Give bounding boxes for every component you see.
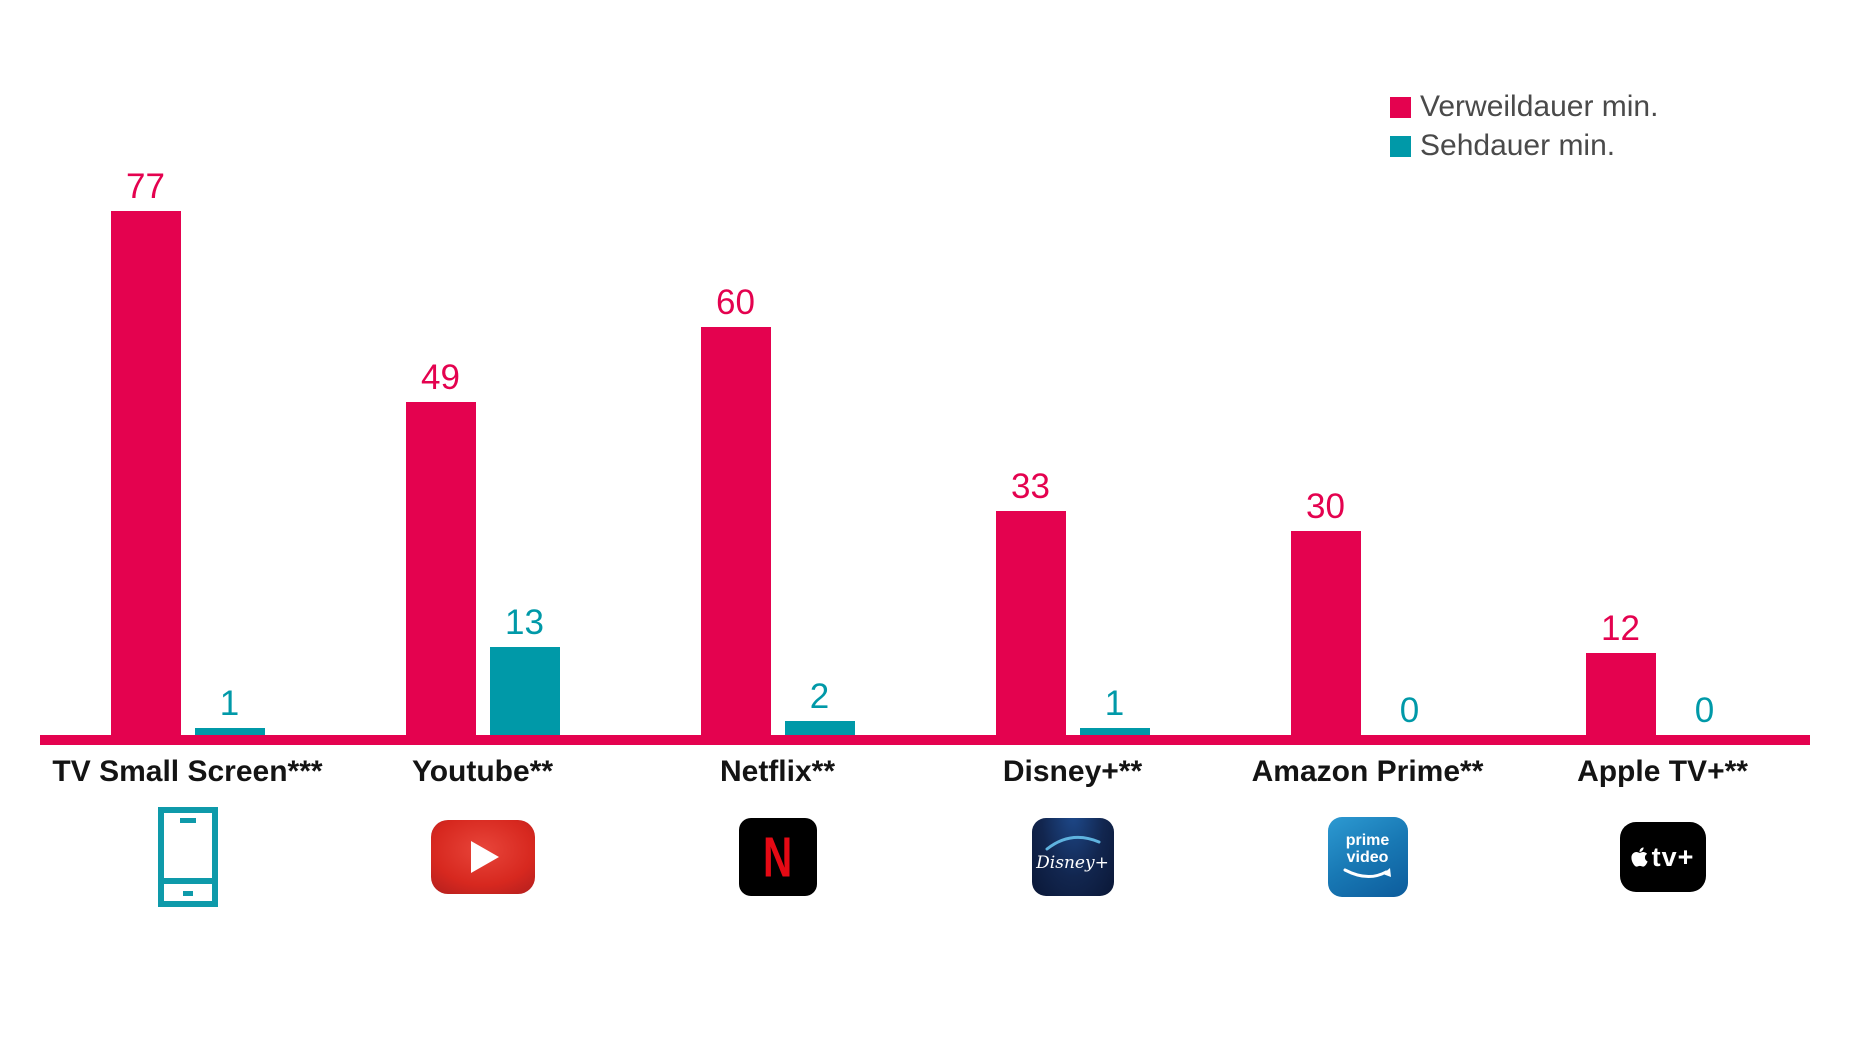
bar-sehdauer [784,721,855,735]
chart-group-youtube: 49 13 Youtube** [335,0,630,909]
value-label-sehdauer: 2 [809,677,830,716]
category-label: Netflix** [719,755,836,788]
apple-tv-plus-wordmark: tv+ [1651,841,1695,872]
bar-verweildauer [995,511,1066,735]
bar-pair: 12 0 [1585,0,1740,735]
smartphone-icon [157,807,218,907]
legend-item-sehdauer: Sehdauer min. [1390,129,1658,163]
chart-group-disney-plus: 33 1 Disney+** Disney+ [925,0,1220,909]
value-label-sehdauer: 13 [505,603,544,642]
bar-pair: 60 2 [700,0,855,735]
apple-logo-icon [1631,847,1648,867]
chart-columns: 77 1 TV Small Screen*** [40,0,1810,909]
netflix-n-letter: N [762,825,793,889]
disney-plus-icon: Disney+ [1031,818,1114,896]
prime-video-wordmark-line2: video [1346,848,1389,866]
value-label-verweildauer: 12 [1601,609,1640,648]
bar-sehdauer [1079,728,1150,735]
prime-video-icon: prime video [1327,817,1408,897]
chart-group-netflix: 60 2 Netflix** N [630,0,925,909]
legend: Verweildauer min. Sehdauer min. [1390,90,1658,168]
legend-item-verweildauer: Verweildauer min. [1390,90,1658,124]
bar-verweildauer [1585,653,1656,735]
disney-plus-wordmark: Disney+ [1036,853,1109,873]
value-label-verweildauer: 77 [126,167,165,206]
netflix-icon: N [738,818,817,896]
category-label: Disney+** [1002,755,1143,788]
legend-swatch-sehdauer [1390,135,1411,157]
category-label: Amazon Prime** [1251,755,1484,788]
value-label-sehdauer: 0 [1694,691,1715,730]
chart-group-amazon-prime: 30 0 Amazon Prime** prime video [1220,0,1515,909]
value-label-sehdauer: 0 [1399,691,1420,730]
prime-video-wordmark-line1: prime [1345,831,1390,849]
bar-pair: 49 13 [405,0,560,735]
value-label-sehdauer: 1 [219,684,240,723]
value-label-verweildauer: 60 [716,283,755,322]
bar-sehdauer [489,647,560,735]
legend-label-verweildauer: Verweildauer min. [1420,90,1659,123]
disney-arc-icon [1045,835,1100,851]
apple-tv-plus-icon: tv+ [1619,822,1706,892]
bar-pair: 77 1 [110,0,265,735]
legend-label-sehdauer: Sehdauer min. [1420,129,1616,162]
chart-group-tv-small-screen: 77 1 TV Small Screen*** [40,0,335,909]
bar-verweildauer [700,327,771,735]
category-label: Youtube** [411,755,554,788]
youtube-icon [430,820,535,894]
bar-verweildauer [405,402,476,735]
amazon-smile-icon [1343,867,1391,878]
bar-pair: 33 1 [995,0,1150,735]
category-label: TV Small Screen*** [52,755,323,788]
bar-verweildauer [1290,531,1361,735]
bar-pair: 30 0 [1290,0,1445,735]
value-label-verweildauer: 30 [1306,487,1345,526]
x-axis-line [40,735,1810,745]
bar-verweildauer [110,211,181,735]
category-label: Apple TV+** [1577,755,1748,788]
value-label-sehdauer: 1 [1104,684,1125,723]
bar-chart: 77 1 TV Small Screen*** [40,0,1810,909]
chart-group-apple-tv-plus: 12 0 Apple TV+** tv+ [1515,0,1810,909]
legend-swatch-verweildauer [1390,96,1411,118]
value-label-verweildauer: 49 [421,358,460,397]
bar-sehdauer [194,728,265,735]
value-label-verweildauer: 33 [1011,467,1050,506]
